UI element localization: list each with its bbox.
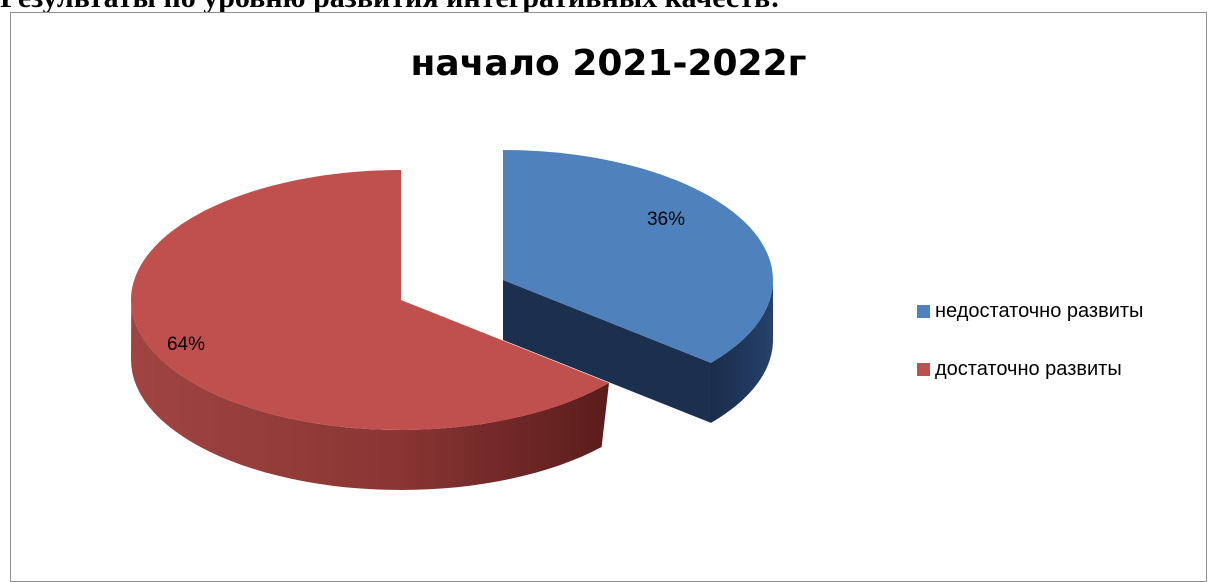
- data-label-64: 64%: [167, 334, 205, 355]
- legend-item-1: недостаточно развиты: [917, 296, 1143, 326]
- slice-cut-nedostatochno: [503, 280, 711, 423]
- legend-label: недостаточно развиты: [935, 299, 1144, 322]
- legend-label: достаточно развиты: [935, 357, 1122, 380]
- legend-swatch-red: [917, 362, 930, 376]
- legend-swatch-blue: [917, 304, 930, 318]
- chart-title: начало 2021-2022г: [410, 43, 807, 84]
- pie-chart: 36% 64%: [131, 150, 773, 490]
- slice-side-nedostatochno: [711, 280, 773, 423]
- legend-item-2: достаточно развиты: [917, 354, 1143, 384]
- slice-dostatochno: [131, 170, 609, 430]
- slice-side-dostatochno: [131, 305, 609, 490]
- document-heading: Результаты по уровню развития интегратив…: [0, 0, 780, 13]
- slice-nedostatochno: [503, 150, 773, 363]
- chart-legend: недостаточно развиты достаточно развиты: [917, 296, 1143, 412]
- data-label-36: 36%: [647, 209, 685, 230]
- chart-area: начало 2021-2022г 36% 64% недостаточно ра…: [10, 12, 1207, 582]
